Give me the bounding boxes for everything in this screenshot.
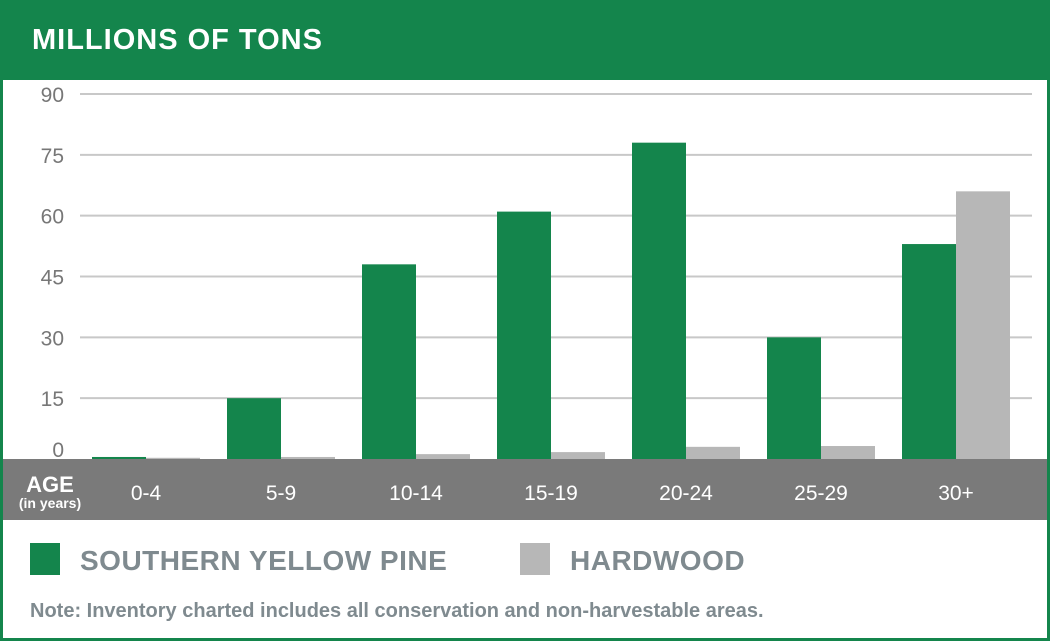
x-axis-band: [3, 459, 1047, 520]
bar-hardwood-30+: [956, 191, 1010, 460]
x-tick-label: 0-4: [131, 482, 162, 505]
y-tick-label: 0: [52, 439, 64, 462]
y-tick-label: 15: [41, 388, 64, 411]
chart-title: MILLIONS OF TONS: [32, 24, 323, 56]
bar-hardwood-0-4: [146, 457, 200, 459]
title-bar: MILLIONS OF TONS: [0, 0, 1050, 80]
bar-pine-15-19: [497, 211, 551, 459]
legend-label-hardwood: HARDWOOD: [570, 545, 746, 576]
bar-hardwood-15-19: [551, 452, 605, 459]
bar-hardwood-25-29: [821, 446, 875, 459]
legend-swatch-hardwood: [520, 543, 550, 575]
bar-hardwood-10-14: [416, 454, 470, 459]
y-axis-ticks: 0 15 30 45 60 75 90: [41, 84, 64, 462]
x-axis-title: AGE: [26, 472, 74, 497]
x-tick-label: 10-14: [389, 482, 443, 505]
bar-pine-5-9: [227, 398, 281, 459]
bar-pine-20-24: [632, 142, 686, 459]
y-tick-label: 30: [41, 327, 64, 350]
grid-lines: [80, 93, 1032, 400]
legend-swatch-pine: [30, 543, 60, 575]
x-tick-label: 15-19: [524, 482, 578, 505]
bar-pine-10-14: [362, 264, 416, 459]
bar-hardwood-20-24: [686, 446, 740, 459]
x-tick-label: 5-9: [266, 482, 296, 505]
x-axis-ticks: 0-4 5-9 10-14 15-19 20-24 25-29 30+: [131, 482, 974, 505]
y-tick-label: 75: [41, 145, 64, 168]
x-tick-label: 20-24: [659, 482, 713, 505]
x-axis-subtitle: (in years): [19, 495, 81, 511]
y-tick-label: 45: [41, 267, 64, 290]
bars: [92, 142, 1010, 460]
bar-pine-25-29: [767, 337, 821, 459]
x-tick-label: 30+: [938, 482, 974, 505]
y-tick-label: 60: [41, 206, 64, 229]
legend-label-pine: SOUTHERN YELLOW PINE: [80, 545, 448, 576]
y-tick-label: 90: [41, 84, 64, 107]
bar-hardwood-5-9: [281, 456, 335, 459]
bar-pine-30+: [902, 244, 956, 459]
x-tick-label: 25-29: [794, 482, 848, 505]
footnote: Note: Inventory charted includes all con…: [30, 600, 764, 622]
bar-pine-0-4: [92, 456, 146, 459]
